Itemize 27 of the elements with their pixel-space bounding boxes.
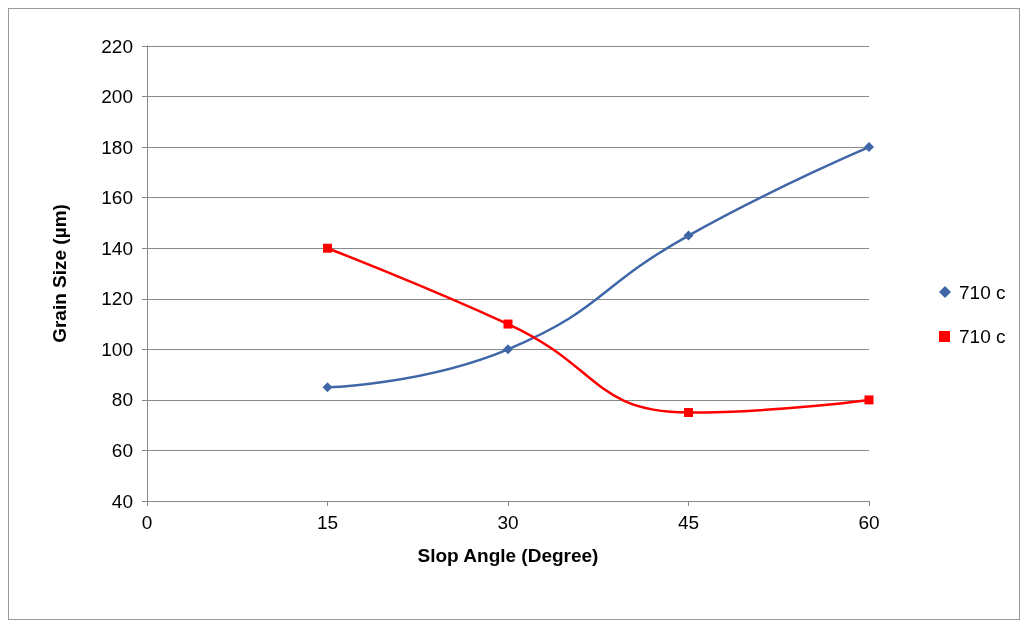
point [322,382,333,393]
point [864,142,874,153]
point [503,344,513,355]
y-tick-label: 220 [101,35,133,57]
x-tick-label: 60 [858,512,880,533]
point [864,395,874,405]
y-axis-title: Grain Size (µm) [49,204,70,343]
point [503,319,513,329]
y-tick-label: 180 [101,136,133,158]
y-tick-label: 80 [111,389,133,411]
y-tick-label: 160 [101,187,133,209]
y-tick-label: 40 [111,490,133,512]
legend-label: 710 c [959,325,1006,347]
y-tick-label: 100 [101,338,133,360]
x-axis-title: Slop Angle (Degree) [417,545,599,566]
x-tick-label: 45 [677,512,700,533]
y-tick-label: 140 [101,237,133,259]
x-tick-label: 30 [497,512,519,533]
point [323,243,332,253]
point [684,408,693,418]
y-tick-label: 120 [101,288,133,310]
x-tick-label: 0 [141,512,153,533]
y-tick-label: 60 [111,439,133,461]
legend-label: 710 c [959,281,1006,303]
y-tick-label: 200 [101,86,133,108]
point [683,230,694,241]
x-tick-label: 15 [316,512,339,533]
